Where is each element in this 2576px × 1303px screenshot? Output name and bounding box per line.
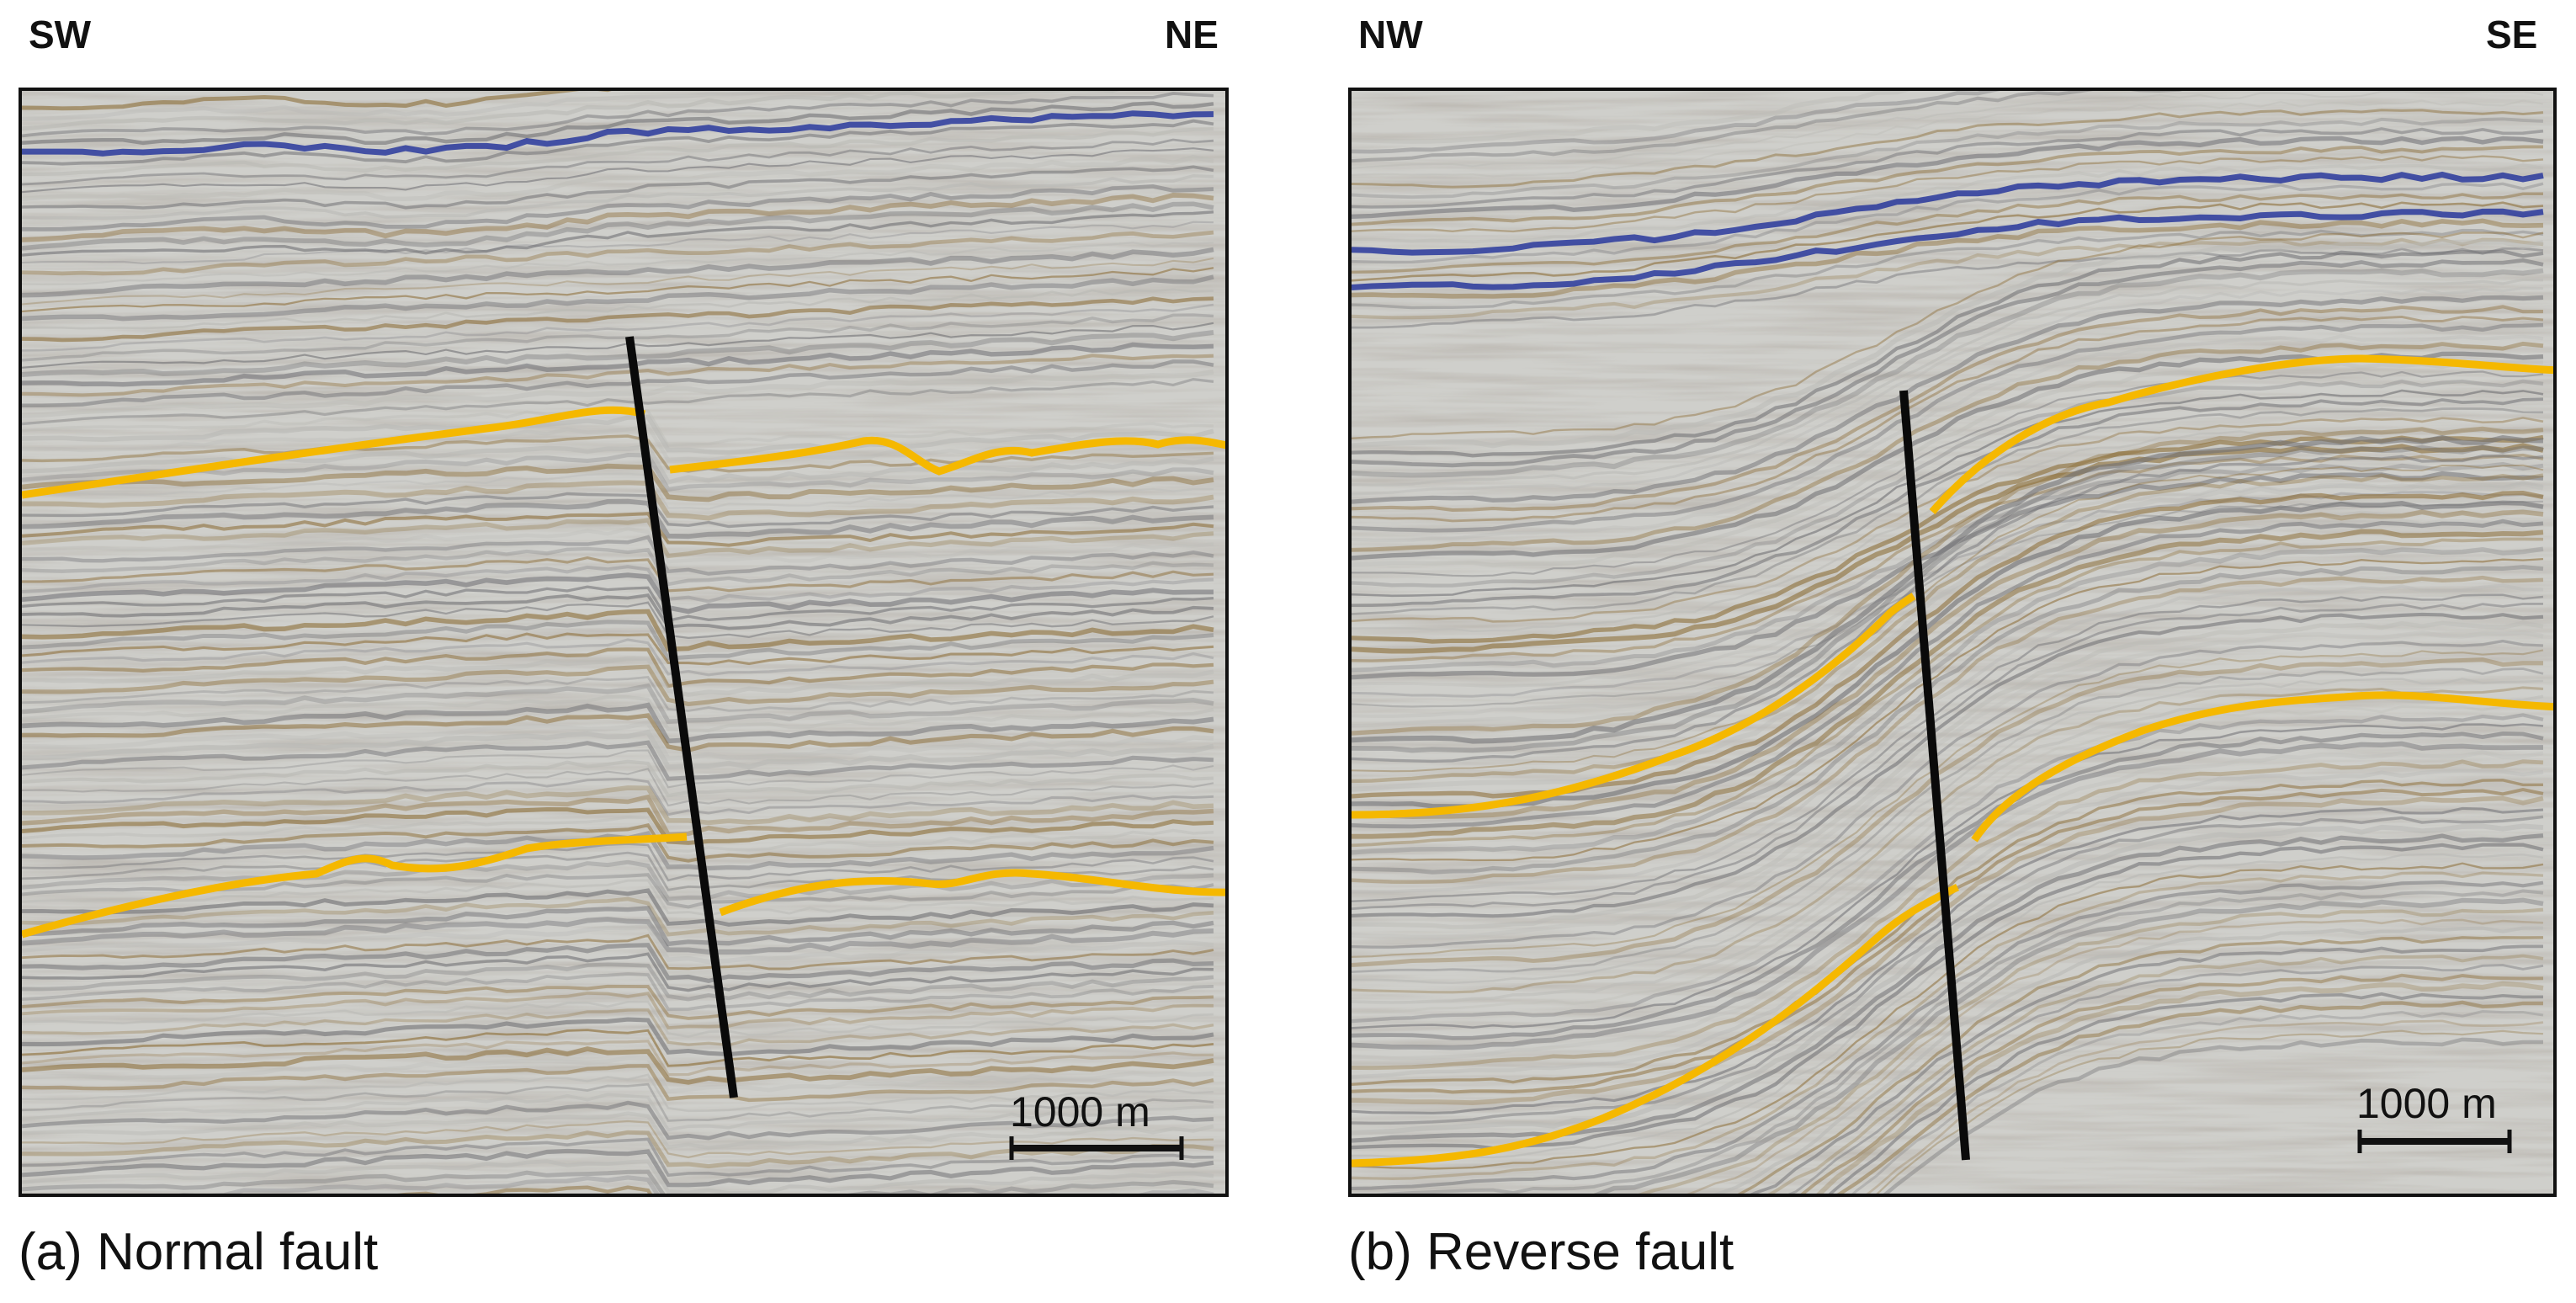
direction-label-left: NW (1358, 13, 1423, 56)
caption-b: (b) Reverse fault (1348, 1223, 1734, 1281)
seismic-image-a: 1000 m (22, 91, 1225, 1194)
horizon-lower-hanging (1352, 883, 1959, 1167)
horizon-lower-foot (719, 869, 1225, 917)
horizons-b (1352, 354, 2553, 1167)
seismic-section-b: 1000 m (1348, 88, 2557, 1197)
reflectors-a (22, 91, 1214, 1194)
scale-bar-label: 1000 m (1010, 1088, 1150, 1135)
direction-label-left: SW (29, 13, 92, 56)
horizon-upper-hanging (22, 406, 646, 499)
horizons-a (22, 406, 1225, 939)
fault-line-a (625, 336, 738, 1098)
scale-bar-a: 1000 m (1009, 1088, 1184, 1160)
direction-label-right: SE (2486, 13, 2538, 56)
seismic-image-b: 1000 m (1352, 91, 2553, 1194)
horizon-upper-foot (1929, 354, 2553, 514)
caption-a: (a) Normal fault (19, 1223, 379, 1281)
scale-bar-label: 1000 m (2356, 1080, 2497, 1127)
horizon-lower-foot (1971, 691, 2553, 843)
seismic-section-a: 1000 m (19, 88, 1229, 1197)
horizon-lower-hanging (22, 832, 688, 939)
horizon-upper-hanging (1352, 593, 1916, 819)
horizon-upper-foot (669, 436, 1225, 476)
direction-label-right: NE (1165, 13, 1219, 56)
scale-bar-b: 1000 m (2356, 1080, 2512, 1153)
fault-line-b (1899, 390, 1970, 1161)
